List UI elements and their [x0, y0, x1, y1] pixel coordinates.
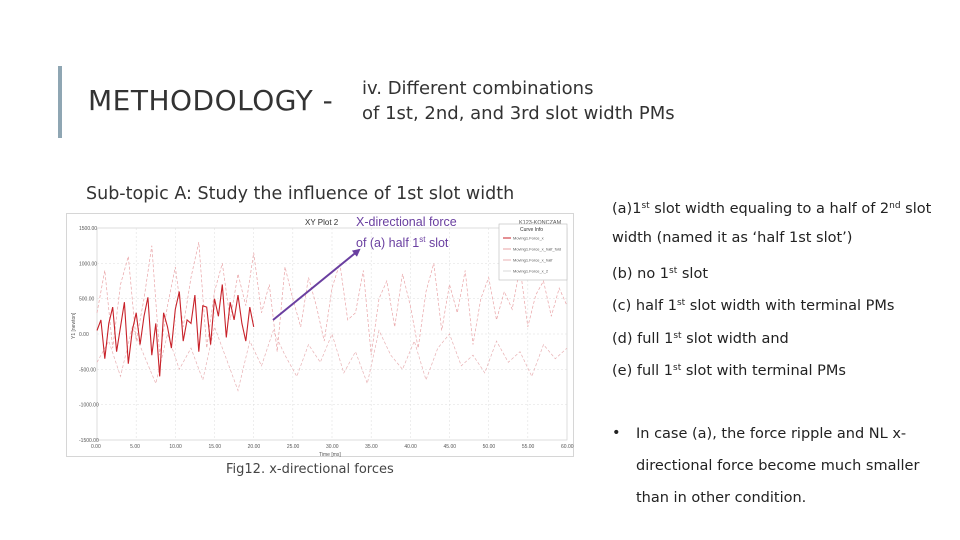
xy-plot-svg: 0.00 5.00 10.00 15.00 20.00 25.00 30.00 35.00 40… — [71, 218, 574, 458]
condition-a-prefix: (a)1 — [612, 201, 642, 217]
condition-c-suffix: slot width with terminal PMs — [685, 298, 895, 315]
legend-title: Curve Info — [520, 227, 543, 233]
condition-a-sup-1: st — [641, 201, 650, 211]
accent-bar — [58, 66, 62, 138]
plot-ticks: 0.00 5.00 10.00 15.00 20.00 25.00 30.00 35.00 40… — [79, 226, 574, 450]
condition-b-suffix: slot — [677, 265, 708, 282]
plot-title: XY Plot 2 — [305, 218, 339, 227]
annotation-line-2-text: of (a) half 1 — [356, 236, 420, 251]
subtitle-line-1: iv. Different combinations — [362, 78, 594, 99]
xy-plot: 0.00 5.00 10.00 15.00 20.00 25.00 30.00 35.00 40… — [66, 213, 574, 458]
y-tick-label: 1500.00 — [79, 226, 97, 232]
conditions-list: (a)1st slot width equaling to a half of … — [612, 194, 952, 388]
annotation-line-1: X-directional force — [356, 215, 457, 229]
x-tick-label: 60.00 — [561, 444, 574, 450]
condition-b-sup: st — [669, 265, 678, 276]
y-tick-label: -500.00 — [79, 367, 96, 373]
plot-product: K123-KONCZAM — [519, 220, 562, 226]
condition-e-sup: st — [673, 362, 682, 373]
bullet-dot: • — [612, 425, 621, 441]
x-tick-label: 45.00 — [444, 444, 457, 450]
condition-d-sup: st — [673, 330, 682, 341]
x-tick-label: 5.00 — [130, 444, 140, 450]
plot-ylabel: Y1 [newton] — [71, 312, 77, 339]
legend-entry-4: Moving1.Force_x_2 — [513, 269, 549, 274]
condition-d: (d) full 1st slot width and — [612, 324, 952, 356]
x-tick-label: 35.00 — [365, 444, 378, 450]
x-tick-label: 20.00 — [248, 444, 261, 450]
series-line-2 — [96, 242, 568, 356]
x-tick-label: 0.00 — [91, 444, 101, 450]
y-tick-label: -1000.00 — [79, 403, 99, 409]
condition-e-prefix: (e) full 1 — [612, 362, 674, 379]
condition-a: (a)1st slot width equaling to a half of … — [612, 194, 952, 226]
y-tick-label: -1500.00 — [79, 438, 99, 444]
plot-annotation: X-directional force of (a) half 1st slot — [356, 214, 457, 252]
plot-grid — [96, 227, 568, 441]
condition-c-sup: st — [676, 298, 686, 309]
annotation-arrow — [272, 248, 361, 321]
condition-b: (b) no 1st slot — [612, 259, 952, 291]
page-subtitle: iv. Different combinations of 1st, 2nd, … — [362, 76, 675, 126]
condition-e: (e) full 1st slot with terminal PMs — [612, 356, 952, 388]
series-line-1 — [96, 284, 255, 377]
y-tick-label: 0.00 — [79, 332, 89, 338]
legend-entry-2: Moving1.Force_x_half_fold — [513, 247, 561, 252]
plot-xlabel: Time [ms] — [319, 452, 341, 458]
x-tick-label: 55.00 — [522, 444, 535, 450]
x-tick-label: 50.00 — [483, 444, 496, 450]
annotation-line-2: of (a) half 1st slot — [356, 231, 457, 252]
plot-series — [96, 242, 568, 392]
y-tick-label: 500.00 — [79, 297, 95, 303]
subtitle-line-2: of 1st, 2nd, and 3rd slot width PMs — [362, 103, 675, 124]
figure-caption: Fig12. x-directional forces — [226, 462, 394, 477]
plot-legend: Curve Info Moving1.Force_x Moving1.Force… — [498, 223, 568, 281]
condition-a-continued: width (named it as ‘half 1st slot’) — [612, 230, 853, 247]
condition-a-middle: slot width equaling to a half of 2 — [649, 201, 890, 217]
bullet-text: In case (a), the force ripple and NL x-d… — [636, 426, 920, 506]
condition-c-prefix: (c) half 1 — [612, 298, 677, 315]
condition-a-suffix: slot — [900, 201, 932, 217]
condition-e-suffix: slot with terminal PMs — [681, 362, 846, 379]
x-tick-label: 10.00 — [169, 444, 182, 450]
annotation-line-2-sup: st — [419, 235, 426, 244]
condition-c: (c) half 1st slot width with terminal PM… — [612, 291, 952, 323]
x-tick-label: 40.00 — [404, 444, 417, 450]
condition-d-prefix: (d) full 1 — [612, 330, 674, 347]
page-title: METHODOLOGY - — [88, 84, 334, 117]
subtopic-heading: Sub-topic A: Study the influence of 1st … — [86, 184, 515, 204]
y-tick-label: 1000.00 — [79, 261, 97, 267]
legend-entry-1: Moving1.Force_x — [513, 236, 544, 241]
x-tick-label: 15.00 — [209, 444, 222, 450]
condition-a-sup-2: nd — [889, 201, 901, 211]
condition-d-suffix: slot width and — [681, 330, 789, 347]
legend-entry-3: Moving1.Force_x_half — [513, 258, 553, 263]
annotation-line-2-end: slot — [425, 236, 449, 251]
x-tick-label: 25.00 — [287, 444, 300, 450]
x-tick-label: 30.00 — [326, 444, 339, 450]
condition-b-prefix: (b) no 1 — [612, 265, 670, 282]
